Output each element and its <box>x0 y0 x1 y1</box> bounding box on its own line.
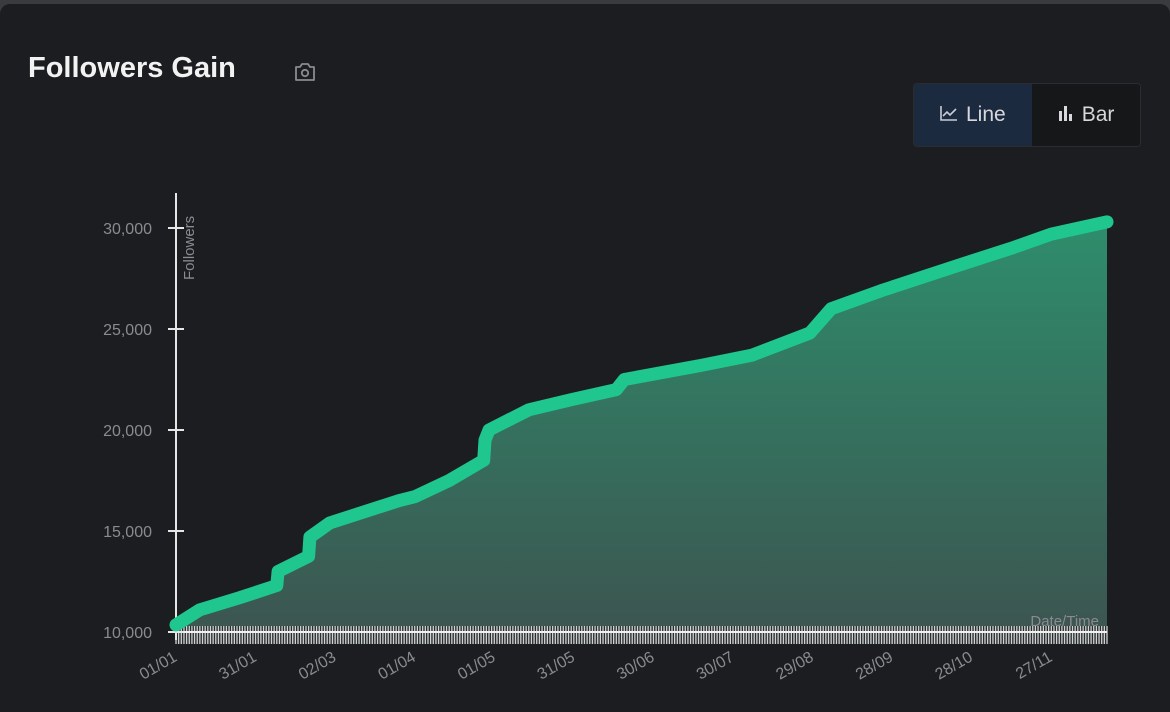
y-axis-title: Followers <box>181 216 198 280</box>
x-tick-label: 31/05 <box>535 649 578 684</box>
x-tick-label: 01/01 <box>137 649 180 684</box>
bar-chart-icon <box>1058 103 1074 127</box>
camera-icon[interactable] <box>293 62 317 87</box>
x-tick-label: 28/10 <box>933 649 976 684</box>
chart-title: Followers Gain <box>28 52 236 84</box>
x-tick-label: 02/03 <box>296 649 339 684</box>
bar-button-label: Bar <box>1081 103 1115 126</box>
y-tick-label: 10,000 <box>103 625 152 642</box>
x-tick-label: 27/11 <box>1013 649 1055 683</box>
x-tick-label: 01/05 <box>455 649 498 684</box>
y-tick-label: 15,000 <box>103 524 152 541</box>
line-chart-icon <box>940 103 958 127</box>
chart-type-toggle: Line Bar <box>913 83 1142 147</box>
bar-button[interactable]: Bar <box>1031 84 1141 146</box>
x-tick-label: 30/06 <box>614 649 657 684</box>
y-tick-label: 30,000 <box>103 221 152 238</box>
line-button-label: Line <box>966 103 1006 126</box>
y-tick-label: 20,000 <box>103 423 152 440</box>
x-tick-label: 28/09 <box>853 649 896 684</box>
x-axis-band <box>176 626 1107 644</box>
line-button[interactable]: Line <box>914 84 1032 146</box>
x-tick-label: 01/04 <box>376 649 419 684</box>
y-tick-label: 25,000 <box>103 322 152 339</box>
x-tick-label: 31/01 <box>216 649 259 684</box>
x-tick-label: 29/08 <box>773 649 816 684</box>
x-tick-label: 30/07 <box>694 649 737 684</box>
area-fill <box>176 221 1107 632</box>
series-line <box>169 215 1114 632</box>
x-axis-ticks <box>170 626 1108 644</box>
x-axis-title: Date/Time <box>1030 613 1099 630</box>
